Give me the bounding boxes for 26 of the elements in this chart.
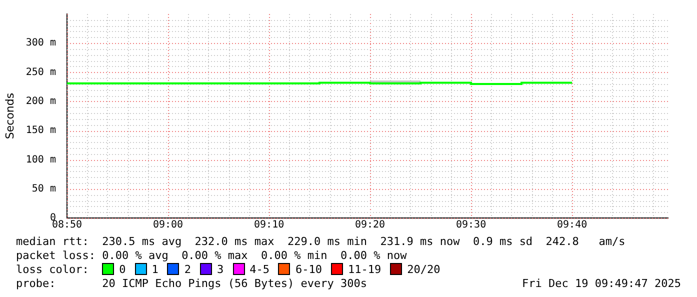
x-tick-label: 09:20 xyxy=(354,220,386,231)
y-tick-label: 100 m xyxy=(26,154,56,166)
legend-label: 4-5 xyxy=(250,263,270,276)
x-tick-label: 09:30 xyxy=(456,220,486,231)
legend-label: 2 xyxy=(184,263,191,276)
legend-label: 0 xyxy=(119,263,126,276)
legend-label: 1 xyxy=(152,263,158,276)
y-tick-label: 250 m xyxy=(26,66,56,78)
x-tick-label: 08:50 xyxy=(52,220,82,231)
text: packet loss: 0.00 % avg 0.00 % max 0.00 % min 0.00 % now xyxy=(16,248,407,263)
y-tick-label: 300 m xyxy=(26,38,56,49)
text: probe: 20 ICMP Echo Pings (56 Bytes) every 300s xyxy=(16,276,367,291)
legend-label: 3 xyxy=(216,263,224,276)
text: Fri Dec 19 09:49:47 2025 xyxy=(522,276,681,291)
legend-label: 20/20 xyxy=(407,263,440,276)
y-tick-label: 150 m xyxy=(26,125,56,136)
legend-title: loss color: xyxy=(16,263,90,276)
y-tick-label: 200 m xyxy=(26,96,56,108)
y-tick-label: 50 m xyxy=(32,183,56,194)
y-axis-title: Seconds xyxy=(3,92,16,140)
x-tick-label: 09:40 xyxy=(557,220,588,231)
legend-label: 6-10 xyxy=(295,263,322,276)
x-tick-label: 09:10 xyxy=(254,220,284,231)
legend-label: 11-19 xyxy=(348,263,382,276)
text: median rtt: 230.5 ms avg 232.0 ms max 229.0 ms min 231.9 ms now 0.9 ms sd 242.8 am/s xyxy=(16,234,626,249)
x-tick-label: 09:00 xyxy=(152,220,184,231)
